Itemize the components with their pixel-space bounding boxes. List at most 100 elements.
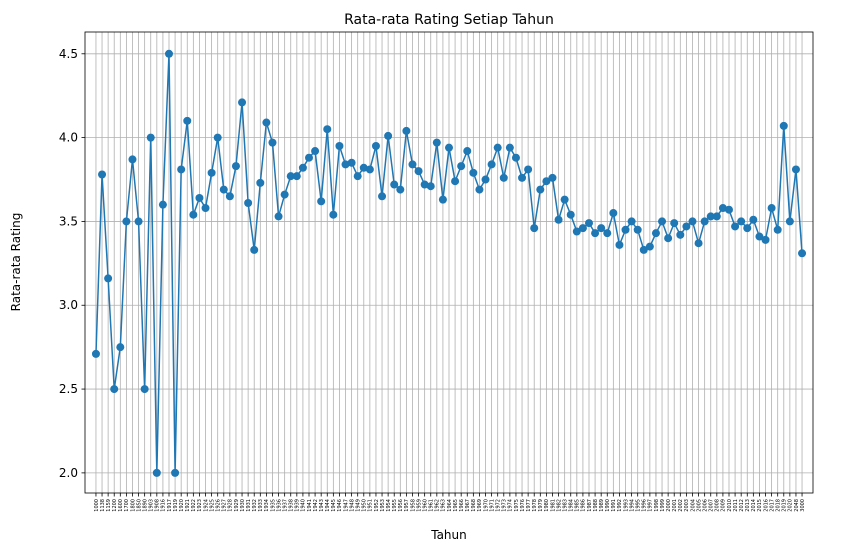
point: [238, 98, 247, 107]
point: [158, 200, 167, 209]
x-tick-label: 2004: [690, 499, 696, 512]
y-tick-label: 2.5: [59, 382, 78, 396]
point: [658, 217, 667, 226]
x-tick-label: 1946: [337, 499, 343, 512]
point: [767, 204, 776, 213]
x-tick-label: 1953: [380, 499, 386, 512]
x-tick-label: 1930: [240, 499, 246, 512]
x-tick-label: 1700: [124, 499, 130, 512]
point: [548, 173, 557, 182]
x-tick-label: 2014: [751, 499, 757, 512]
chart-title: Rata-rata Rating Setiap Tahun: [344, 12, 554, 28]
point: [231, 162, 240, 171]
point: [396, 185, 405, 194]
x-tick-label: 1962: [435, 499, 441, 512]
point: [432, 138, 441, 147]
point: [286, 172, 295, 181]
point: [487, 160, 496, 169]
point: [195, 193, 204, 202]
point: [183, 116, 192, 125]
point: [791, 165, 800, 174]
x-axis-label: Tahun: [430, 528, 467, 542]
point: [311, 147, 320, 156]
x-tick-label: 1986: [581, 499, 587, 512]
x-tick-label: 2017: [769, 499, 775, 512]
x-tick-label: 1850: [136, 499, 142, 512]
x-tick-label: 1978: [532, 499, 538, 512]
point: [171, 468, 180, 477]
point: [152, 468, 161, 477]
x-tick-label: 1938: [289, 499, 295, 512]
point: [451, 177, 460, 186]
point: [536, 185, 545, 194]
point: [353, 172, 362, 181]
point: [706, 212, 715, 221]
point: [773, 225, 782, 234]
point: [621, 225, 630, 234]
x-tick-label: 1932: [252, 499, 258, 512]
x-tick-label: 1916: [161, 499, 167, 512]
point: [134, 217, 143, 226]
x-tick-label: 1924: [203, 499, 209, 512]
x-tick-label: 1940: [301, 499, 307, 512]
x-tick-label: 1919: [173, 499, 179, 512]
point: [499, 173, 508, 182]
x-tick-label: 1963: [441, 499, 447, 512]
point: [749, 215, 758, 224]
x-tick-label: 1988: [593, 499, 599, 512]
plot-frame: [84, 31, 814, 494]
point: [603, 229, 612, 238]
point: [104, 274, 113, 283]
x-tick-label: 1965: [453, 499, 459, 512]
x-tick-label: 1995: [635, 499, 641, 512]
x-tick-label: 2011: [733, 499, 739, 512]
point: [493, 143, 502, 152]
point: [700, 217, 709, 226]
x-tick-label: 1908: [155, 499, 161, 512]
point: [189, 210, 198, 219]
point: [694, 239, 703, 248]
point: [244, 198, 253, 207]
x-tick-label: 1964: [447, 499, 453, 512]
point: [779, 121, 788, 130]
point: [365, 165, 374, 174]
point: [146, 133, 155, 142]
x-tick-label: 1972: [495, 499, 501, 512]
point: [737, 217, 746, 226]
point: [518, 173, 527, 182]
point: [755, 232, 764, 241]
point: [91, 349, 100, 358]
point: [274, 212, 283, 221]
x-tick-label: 1941: [307, 499, 313, 512]
point: [578, 224, 587, 233]
x-tick-label: 2009: [721, 499, 727, 512]
point: [207, 168, 216, 177]
x-tick-label: 1999: [660, 499, 666, 512]
point: [329, 210, 338, 219]
point: [566, 210, 575, 219]
x-tick-label: 1954: [386, 499, 392, 512]
x-tick-label: 2015: [757, 499, 763, 512]
y-tick-label: 4.5: [59, 47, 78, 61]
x-tick-label: 1993: [623, 499, 629, 512]
point: [420, 180, 429, 189]
x-tick-label: 1966: [459, 499, 465, 512]
point: [463, 147, 472, 156]
x-tick-label: 1996: [642, 499, 648, 512]
point: [572, 227, 581, 236]
point: [177, 165, 186, 174]
x-tick-label: 2007: [709, 499, 715, 512]
x-tick-label: 1975: [514, 499, 520, 512]
x-tick-label: 1973: [502, 499, 508, 512]
x-tick-label: 1955: [392, 499, 398, 512]
point: [402, 126, 411, 135]
point: [359, 163, 368, 172]
x-tick-label: 3000: [800, 499, 806, 512]
point: [664, 234, 673, 243]
x-tick-label: 1970: [483, 499, 489, 512]
x-tick-label: 1800: [130, 499, 136, 512]
x-tick-label: 2001: [672, 499, 678, 512]
x-tick-label: 1984: [569, 499, 575, 512]
x-tick-label: 1987: [587, 499, 593, 512]
point: [335, 141, 344, 150]
